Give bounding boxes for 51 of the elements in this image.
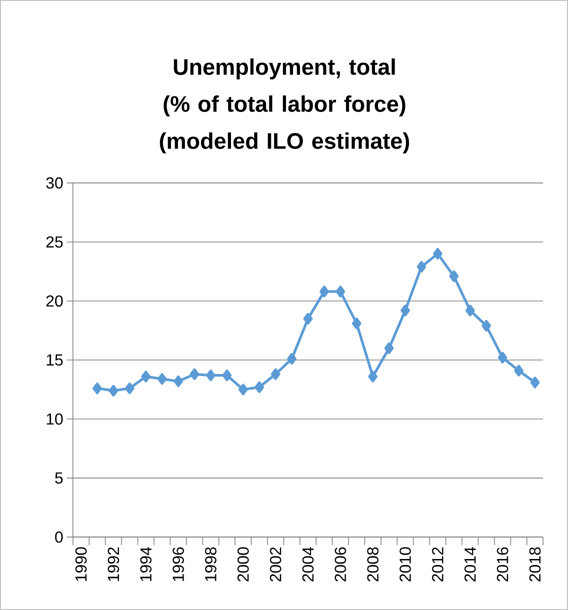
point — [498, 352, 508, 364]
y-tick-label: 25 — [46, 236, 63, 248]
point — [482, 320, 492, 332]
x-tick-label: 2006 — [334, 547, 346, 582]
x-tick-label: 2018 — [529, 547, 541, 582]
point — [416, 260, 426, 273]
x-tick-label: 2000 — [237, 547, 249, 582]
x-tick-label: 1994 — [140, 547, 152, 581]
point — [238, 384, 248, 396]
point — [92, 382, 102, 394]
x-tick-label: 2010 — [400, 547, 411, 582]
point — [384, 342, 394, 354]
x-tick-label: 2014 — [464, 547, 476, 582]
point — [465, 304, 475, 316]
point — [287, 353, 296, 365]
chart-title: Unemployment, total (% of total labor force) (modeled ILO estimate) — [160, 58, 410, 154]
x-tick-label: 1992 — [108, 547, 120, 581]
x-tick-label: 1990 — [75, 547, 87, 581]
point — [303, 312, 313, 325]
point — [320, 286, 329, 298]
point — [400, 304, 410, 316]
x-tick-label: 2016 — [496, 547, 508, 582]
y-tick-label: 20 — [46, 295, 63, 307]
point — [530, 376, 540, 388]
x-tick-label: 1996 — [172, 547, 184, 581]
x-tick-label: 2002 — [270, 547, 282, 582]
point — [368, 370, 378, 382]
x-tick-label: 1998 — [205, 547, 216, 581]
point — [141, 370, 151, 382]
point — [433, 248, 442, 260]
point — [157, 373, 167, 385]
point — [190, 368, 200, 380]
y-tick-label: 10 — [46, 413, 63, 425]
point — [514, 364, 524, 376]
y-tick-label: 30 — [46, 177, 63, 189]
point — [206, 370, 216, 382]
y-tick-label: 5 — [55, 472, 63, 484]
x-tick-label: 2012 — [432, 547, 444, 582]
point — [254, 381, 264, 393]
point — [352, 318, 362, 330]
point — [174, 375, 183, 388]
point — [336, 286, 346, 298]
x-tick-label: 2008 — [367, 547, 379, 582]
point — [270, 368, 280, 380]
point — [124, 382, 134, 394]
y-tick-label: 0 — [55, 531, 63, 543]
point — [108, 384, 118, 397]
point — [222, 370, 232, 382]
point — [449, 270, 459, 282]
y-tick-label: 15 — [46, 354, 63, 366]
x-tick-label: 2004 — [302, 547, 314, 582]
